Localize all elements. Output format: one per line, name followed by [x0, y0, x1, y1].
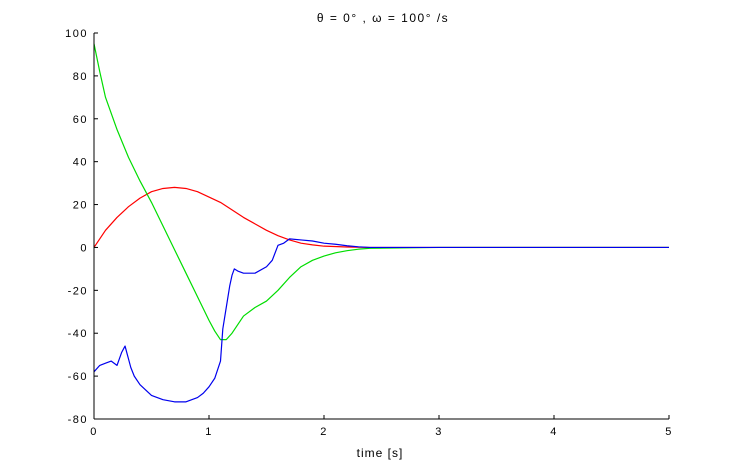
y-tick-label: -20 — [68, 285, 88, 297]
y-tick-label: -80 — [68, 414, 88, 426]
blue-series-line — [93, 238, 669, 403]
x-tick-label: 0 — [90, 426, 98, 438]
y-tick-label: -60 — [68, 371, 88, 383]
y-tick-label: 80 — [73, 71, 88, 83]
x-tick-label: 1 — [205, 426, 213, 438]
y-tick-label: -40 — [68, 328, 88, 340]
x-tick-label: 2 — [320, 426, 328, 438]
y-tick-label: 20 — [73, 200, 88, 212]
ticks-layer: -80 -60 -40 -20 0 20 40 60 80 100 0 1 2 3 4 5 — [65, 28, 673, 438]
y-tick-label: 100 — [65, 28, 88, 40]
x-tick-label: 5 — [665, 426, 673, 438]
y-tick-label: 60 — [73, 114, 88, 126]
x-tick-label: 4 — [550, 426, 558, 438]
y-tick-label: 0 — [80, 242, 88, 254]
x-tick-label: 3 — [435, 426, 443, 438]
series-layer — [93, 43, 669, 403]
axes-layer — [93, 33, 669, 420]
y-tick-label: 40 — [73, 157, 88, 169]
red-series-line — [93, 186, 669, 249]
chart-title: θ = 0° , ω = 100° /s — [317, 11, 449, 25]
x-axis-label: time [s] — [357, 446, 404, 460]
green-series-line — [93, 43, 669, 341]
